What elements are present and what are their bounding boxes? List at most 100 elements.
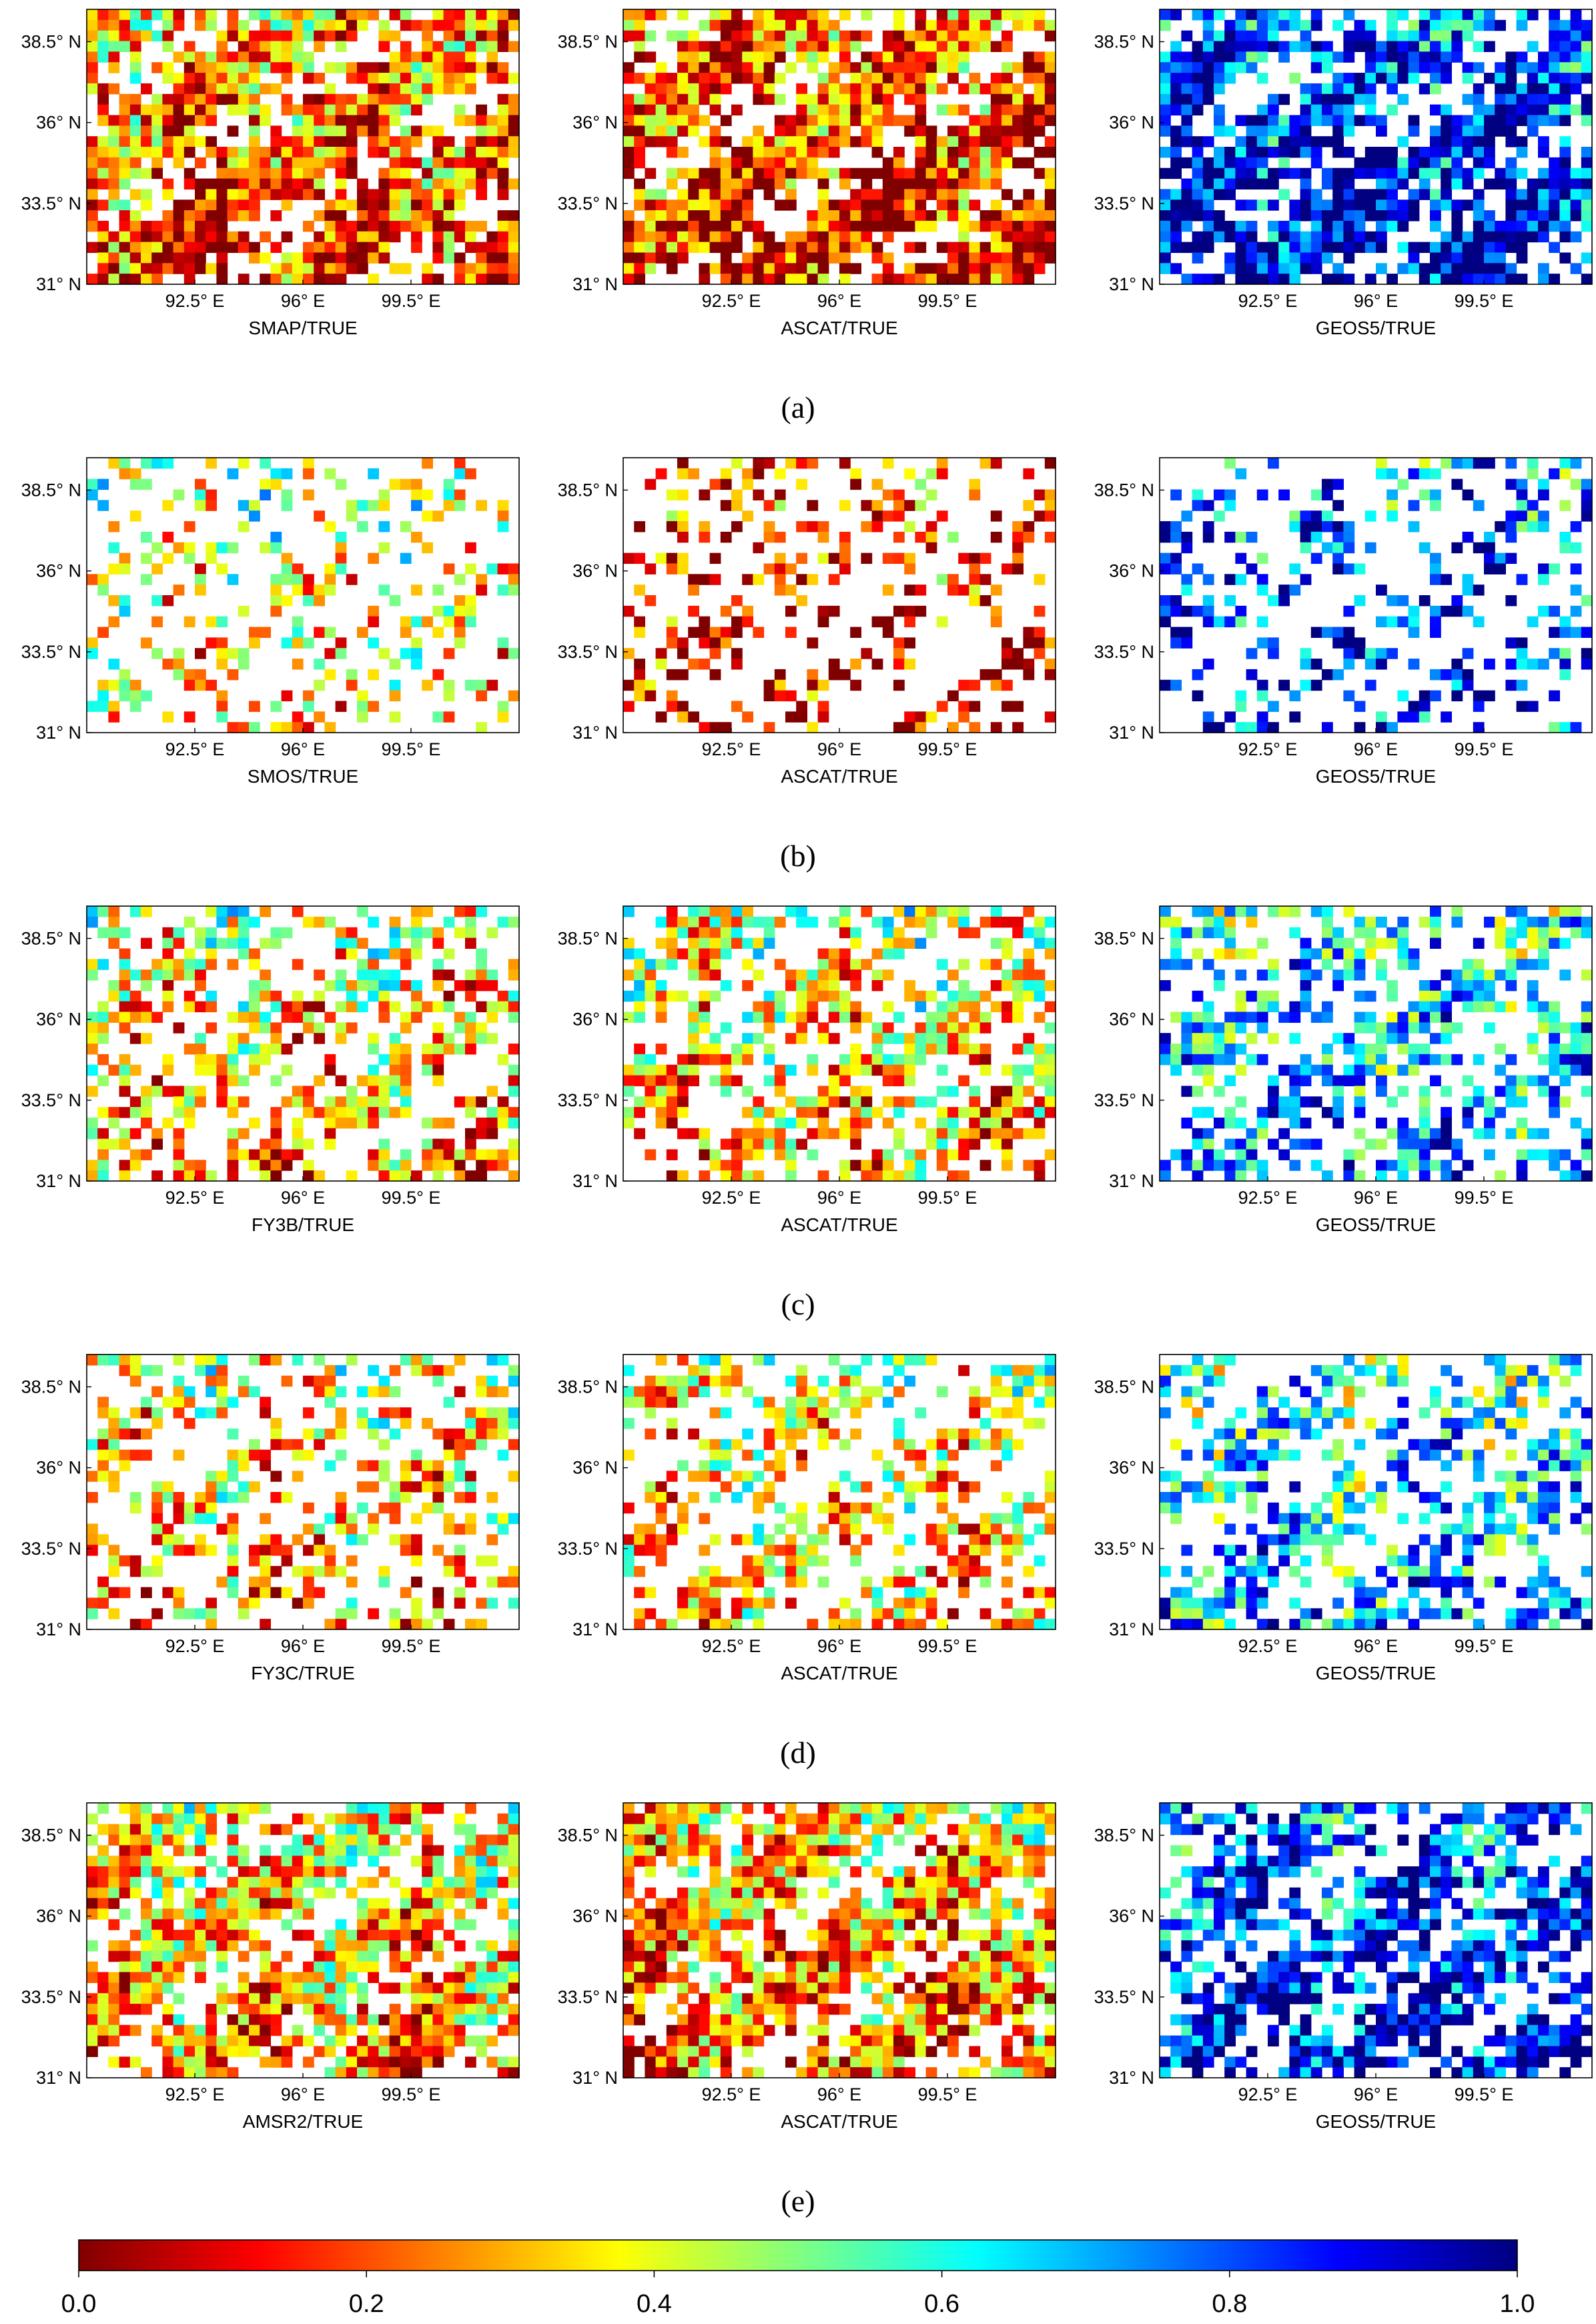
map-cell (346, 252, 358, 264)
map-cell (1451, 167, 1463, 179)
map-cell (979, 669, 991, 681)
map-cell (1581, 595, 1593, 607)
map-cell (655, 937, 667, 949)
map-cell (720, 1086, 732, 1097)
map-cell (828, 669, 840, 681)
map-cell (216, 563, 228, 574)
map-cell (465, 263, 476, 274)
map-cell (400, 136, 412, 147)
map-cell (774, 916, 786, 928)
map-cell (1214, 147, 1225, 158)
map-cell (1300, 679, 1312, 691)
map-cell (108, 263, 120, 274)
map-cell (357, 178, 368, 189)
map-cell (1012, 1001, 1024, 1013)
map-cell (443, 41, 455, 52)
map-cell (699, 637, 711, 649)
map-cell (270, 478, 282, 490)
map-cell (677, 167, 689, 179)
map-cell (346, 574, 358, 585)
map-cell (774, 115, 786, 126)
map-cell (936, 1012, 948, 1023)
map-cell (389, 167, 401, 179)
map-cell (699, 1170, 711, 1182)
map-cell (162, 210, 174, 222)
map-cell (1034, 1160, 1046, 1171)
map-cell (969, 1117, 981, 1129)
map-cell (1235, 701, 1247, 712)
map-cell (1419, 595, 1431, 607)
map-cell (677, 552, 689, 564)
map-cell (817, 30, 829, 42)
map-cell (1364, 274, 1376, 285)
map-cell (666, 521, 678, 532)
map-cell (882, 167, 894, 179)
map-cell (1376, 178, 1387, 189)
map-cell (1570, 1033, 1582, 1044)
map-cell (677, 220, 689, 232)
map-cell (432, 1033, 444, 1044)
map-cell (850, 659, 861, 670)
map-cell (411, 242, 422, 254)
map-cell (1430, 125, 1441, 137)
map-cell (699, 178, 711, 189)
map-cell (195, 115, 206, 126)
map-cell (486, 73, 498, 84)
map-cell (129, 51, 141, 63)
map-cell (645, 125, 657, 137)
map-cell (141, 1149, 152, 1160)
map-cell (1322, 62, 1333, 73)
map-cell (346, 93, 358, 105)
map-cell (1516, 1128, 1528, 1140)
map-cell (119, 157, 131, 169)
map-cell (774, 1001, 786, 1013)
map-cell (1310, 627, 1322, 638)
map-cell (1408, 1128, 1420, 1140)
map-cell (87, 200, 98, 211)
map-cell (634, 1107, 645, 1118)
map-cell (1224, 125, 1236, 137)
map-cell (195, 210, 206, 222)
map-cell (979, 147, 991, 158)
map-cell (861, 959, 873, 970)
map-cell (958, 1128, 969, 1140)
map-cell (216, 906, 228, 917)
map-cell (1268, 252, 1279, 264)
map-cell (508, 242, 520, 254)
map-cell (151, 242, 163, 254)
map-cell (688, 210, 699, 222)
map-cell (871, 136, 883, 147)
map-cell (486, 136, 498, 147)
map-cell (796, 458, 807, 469)
map-cell (368, 210, 379, 222)
map-cell (1527, 937, 1539, 949)
map-cell (443, 478, 455, 490)
map-cell (1278, 906, 1290, 917)
map-cell (1246, 1149, 1258, 1160)
map-cell (763, 458, 775, 469)
map-cell (1527, 1075, 1539, 1086)
map-cell (1278, 125, 1290, 137)
map-cell (947, 1086, 959, 1097)
map-cell (400, 9, 412, 21)
map-cell (486, 927, 498, 939)
map-cell (1441, 73, 1452, 84)
map-cell (141, 231, 152, 243)
map-cell (216, 1054, 228, 1066)
map-cell (861, 115, 873, 126)
map-cell (368, 990, 379, 1002)
map-cell (195, 563, 206, 574)
map-cell (432, 669, 444, 681)
map-cell (195, 19, 206, 31)
map-cell (465, 1170, 476, 1182)
map-cell (281, 274, 293, 285)
map-cell (1332, 93, 1344, 105)
map-cell (796, 980, 807, 992)
map-cell (1002, 9, 1013, 21)
map-cell (97, 574, 109, 585)
map-cell (871, 948, 883, 959)
map-cell (1354, 83, 1366, 95)
map-cell (335, 1033, 347, 1044)
map-cell (817, 1170, 829, 1182)
map-cell (731, 178, 743, 189)
